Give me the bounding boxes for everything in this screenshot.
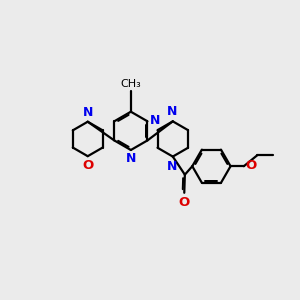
Text: N: N (167, 105, 177, 119)
Text: N: N (167, 160, 177, 172)
Text: N: N (149, 114, 160, 127)
Text: CH₃: CH₃ (121, 79, 141, 89)
Text: O: O (245, 159, 256, 172)
Text: O: O (178, 196, 190, 209)
Text: O: O (82, 159, 93, 172)
Text: N: N (82, 106, 93, 119)
Text: N: N (126, 152, 136, 165)
